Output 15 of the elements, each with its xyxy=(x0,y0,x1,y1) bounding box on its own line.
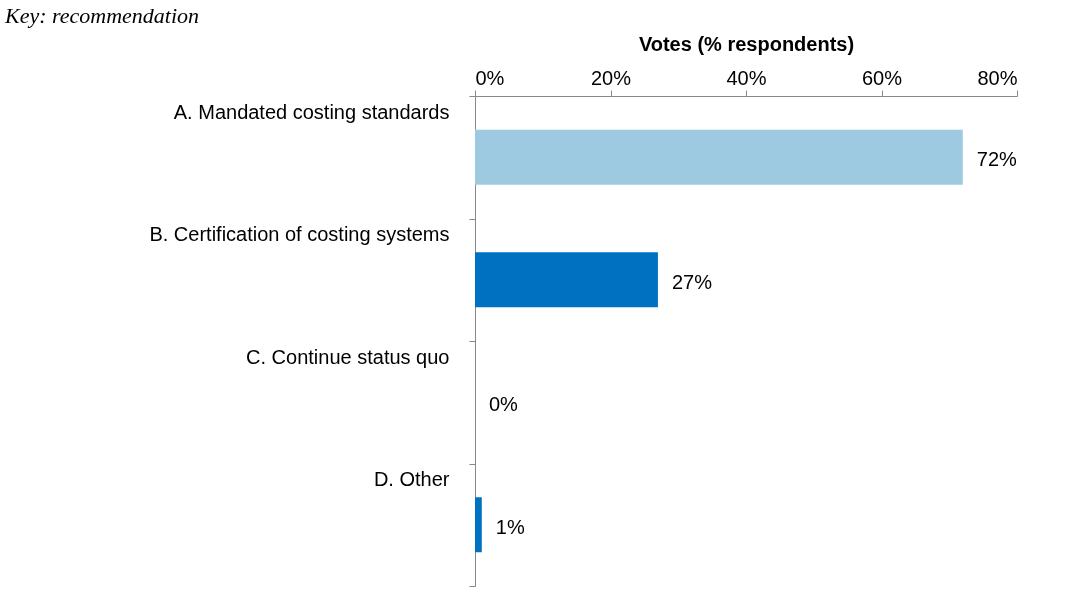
y-tick-label: D. Other xyxy=(373,468,450,491)
x-tick-label: 80% xyxy=(977,66,1018,89)
y-tick-label: C. Continue status quo xyxy=(246,345,450,368)
text: Key: recommendation xyxy=(4,3,200,28)
x-tick-label: 20% xyxy=(590,66,632,89)
data-label: 0% xyxy=(489,393,519,416)
y-tick-label: B. Certification of costing systems xyxy=(149,223,450,246)
y-tick-label: A. Mandated costing standards xyxy=(173,100,450,123)
data-label: 1% xyxy=(495,515,525,538)
data-label: 72% xyxy=(976,148,1018,171)
data-label: 27% xyxy=(671,270,713,293)
x-tick-label: 60% xyxy=(861,66,903,89)
x-tick-label: 0% xyxy=(475,66,505,89)
x-axis-title: Votes (% respondents) xyxy=(638,32,855,55)
x-tick-label: 40% xyxy=(726,66,767,89)
